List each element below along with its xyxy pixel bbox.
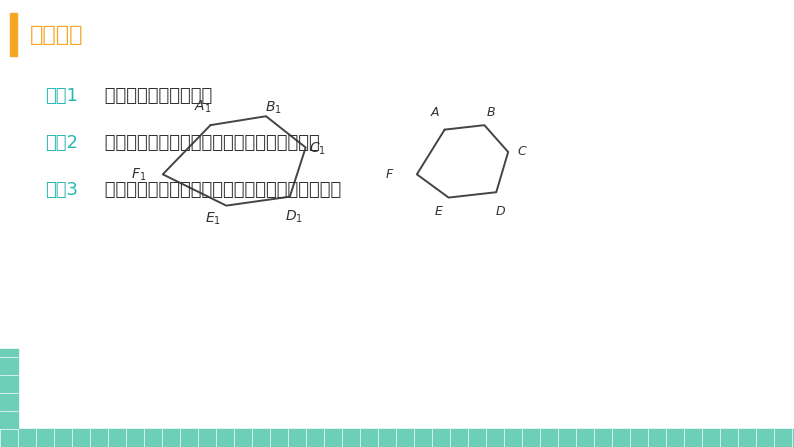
Text: D: D [495, 205, 505, 218]
Bar [0, 429, 794, 447]
Text: A: A [431, 106, 439, 119]
Text: C: C [517, 145, 526, 159]
Text: 问题2: 问题2 [45, 134, 79, 152]
Text: E: E [435, 205, 443, 218]
Text: B: B [487, 106, 495, 119]
Text: A$_1$: A$_1$ [194, 99, 211, 115]
Text: D$_1$: D$_1$ [285, 209, 303, 225]
Text: 新课讲解: 新课讲解 [30, 25, 83, 45]
Text: 问题3: 问题3 [45, 181, 79, 199]
Text: 在这两个多边形中，夹相等内角的两边否成比例？: 在这两个多边形中，夹相等内角的两边否成比例？ [99, 181, 341, 199]
Text: C$_1$: C$_1$ [309, 140, 326, 156]
Text: E$_1$: E$_1$ [205, 211, 221, 227]
Bar [10, 13, 17, 56]
Text: F$_1$: F$_1$ [131, 166, 147, 182]
Text: 在这两个多边形中，是否有对应相等的内角？: 在这两个多边形中，是否有对应相等的内角？ [99, 134, 320, 152]
Bar [0, 349, 18, 447]
Text: F: F [385, 168, 393, 181]
Text: B$_1$: B$_1$ [265, 100, 283, 116]
Text: 这两个多边形相似吗？: 这两个多边形相似吗？ [99, 87, 213, 105]
Text: 问题1: 问题1 [45, 87, 78, 105]
